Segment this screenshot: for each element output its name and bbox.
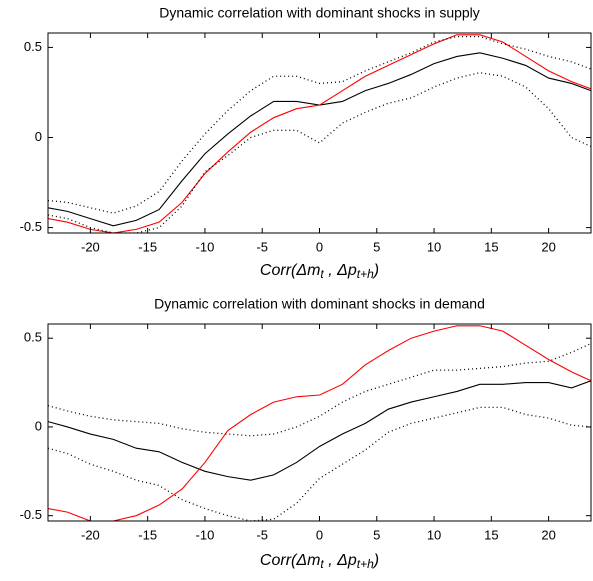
series-line [48,34,591,233]
x-tick-label: 10 [427,527,441,542]
x-label-part: , Δp [324,552,357,569]
series-line [48,342,591,437]
x-tick-label: -5 [256,239,268,254]
axes-frame [47,32,592,234]
chart-title: Dynamic correlation with dominant shocks… [154,296,485,312]
series-line [48,71,591,233]
x-label-part: Corr(Δm [260,262,321,279]
y-tick-label: 0.5 [24,330,42,345]
x-tick-label: -20 [81,527,100,542]
x-tick-label: 0 [316,527,323,542]
series-line [48,52,591,227]
chart-title: Dynamic correlation with dominant shocks… [159,5,480,21]
series-line [48,35,591,214]
x-tick-label: 20 [541,527,555,542]
x-tick-label: 15 [484,527,498,542]
x-label-part: t [320,267,324,281]
y-tick-label: 0 [35,418,42,433]
series-line [48,406,591,521]
x-tick-label: -5 [256,527,268,542]
x-tick-label: 0 [316,239,323,254]
series-line [48,380,591,481]
x-tick-label: -10 [196,527,215,542]
x-axis-label: Corr(Δmt , Δpt+h) [260,262,379,281]
subplot: Dynamic correlation with dominant shocks… [20,5,592,281]
x-tick-label: -15 [138,527,157,542]
x-tick-label: 15 [484,239,498,254]
x-tick-label: 10 [427,239,441,254]
y-tick-label: -0.5 [20,219,42,234]
series-line [48,325,591,521]
y-tick-label: 0 [35,129,42,144]
x-tick-label: 5 [373,239,380,254]
x-label-part: ) [372,262,379,279]
x-tick-label: 20 [541,239,555,254]
y-tick-label: -0.5 [20,507,42,522]
x-tick-label: -20 [81,239,100,254]
x-label-part: ) [372,552,379,569]
x-tick-label: 5 [373,527,380,542]
x-label-part: Corr(Δm [260,552,321,569]
y-tick-label: 0.5 [24,39,42,54]
x-label-part: t+h [357,557,374,571]
x-tick-label: -15 [138,239,157,254]
x-tick-label: -10 [196,239,215,254]
x-label-part: t+h [357,267,374,281]
x-label-part: t [320,557,324,571]
x-axis-label: Corr(Δmt , Δpt+h) [260,552,379,571]
axes-frame [47,323,592,522]
subplot: Dynamic correlation with dominant shocks… [20,296,592,571]
x-label-part: , Δp [324,262,357,279]
